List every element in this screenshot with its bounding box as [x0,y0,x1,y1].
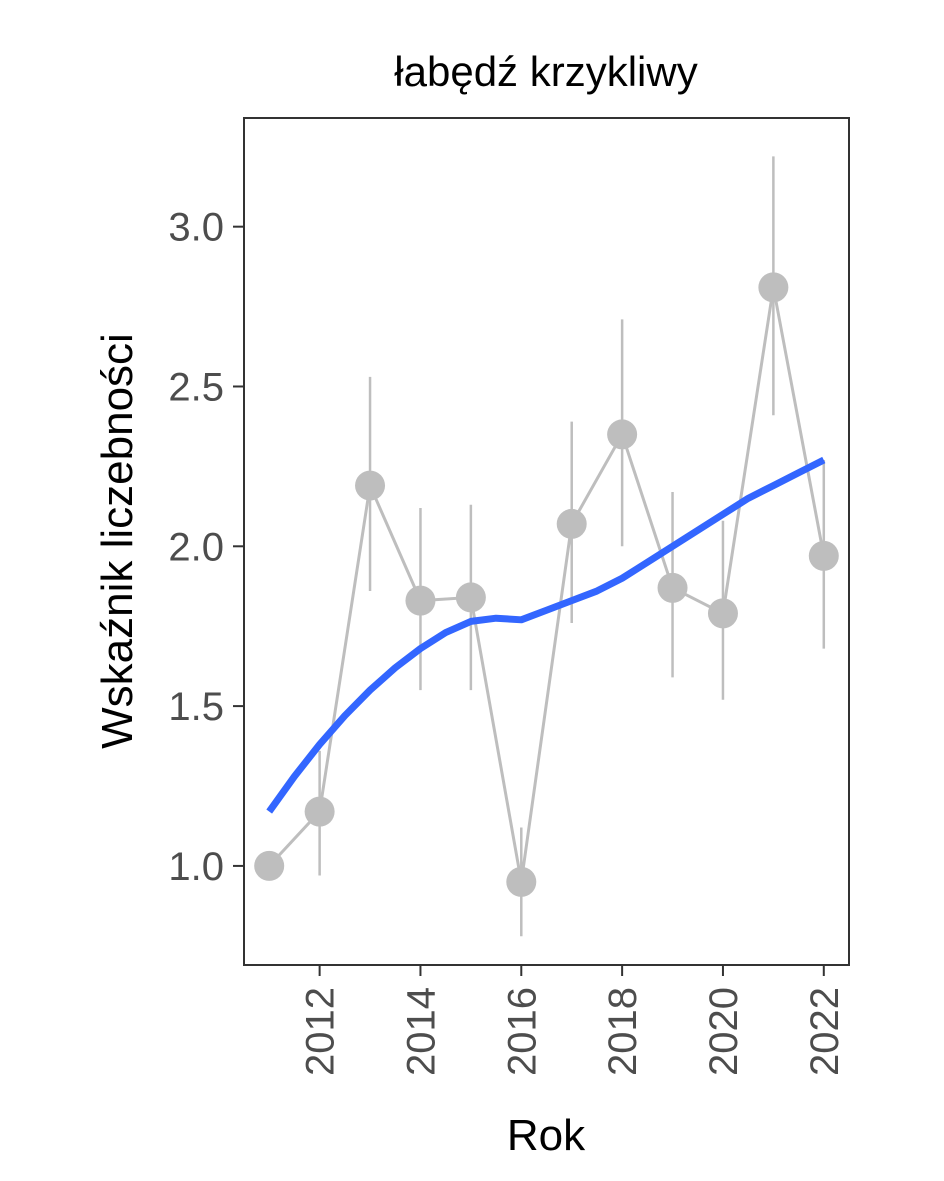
x-tick-label: 2020 [702,987,746,1076]
y-tick-label: 1.0 [168,845,224,889]
data-point [355,470,386,501]
data-point [405,585,436,616]
data-point [254,850,285,881]
x-tick-label: 2018 [601,987,645,1076]
y-tick-label: 2.5 [168,365,224,409]
x-axis-title: Rok [507,1111,586,1160]
series-line [268,287,826,883]
chart-title: łabędź krzykliwy [394,48,697,95]
plot-panel-border [243,117,850,966]
data-point [808,540,839,571]
data-point [657,572,688,603]
trend-line [266,456,826,814]
y-tick-label: 2.0 [168,525,224,569]
x-tick-label: 2014 [399,987,443,1076]
data-point [556,508,587,539]
data-point [707,598,738,629]
data-point [607,419,638,450]
y-tick-label: 1.5 [168,685,224,729]
data-point [304,796,335,827]
y-tick-label: 3.0 [168,206,224,250]
y-axis: 1.0 1.5 2.0 2.5 3.0 [168,206,244,889]
x-tick-label: 2012 [299,987,343,1076]
x-axis: 2012 2014 2016 2018 2020 2022 [299,965,847,1076]
data-point [455,582,486,613]
x-tick-label: 2022 [803,987,847,1076]
x-tick-label: 2016 [500,987,544,1076]
data-point [506,866,537,897]
data-point [758,272,789,303]
plot-area [254,156,839,937]
y-axis-title: Wskaźnik liczebności [93,333,142,749]
